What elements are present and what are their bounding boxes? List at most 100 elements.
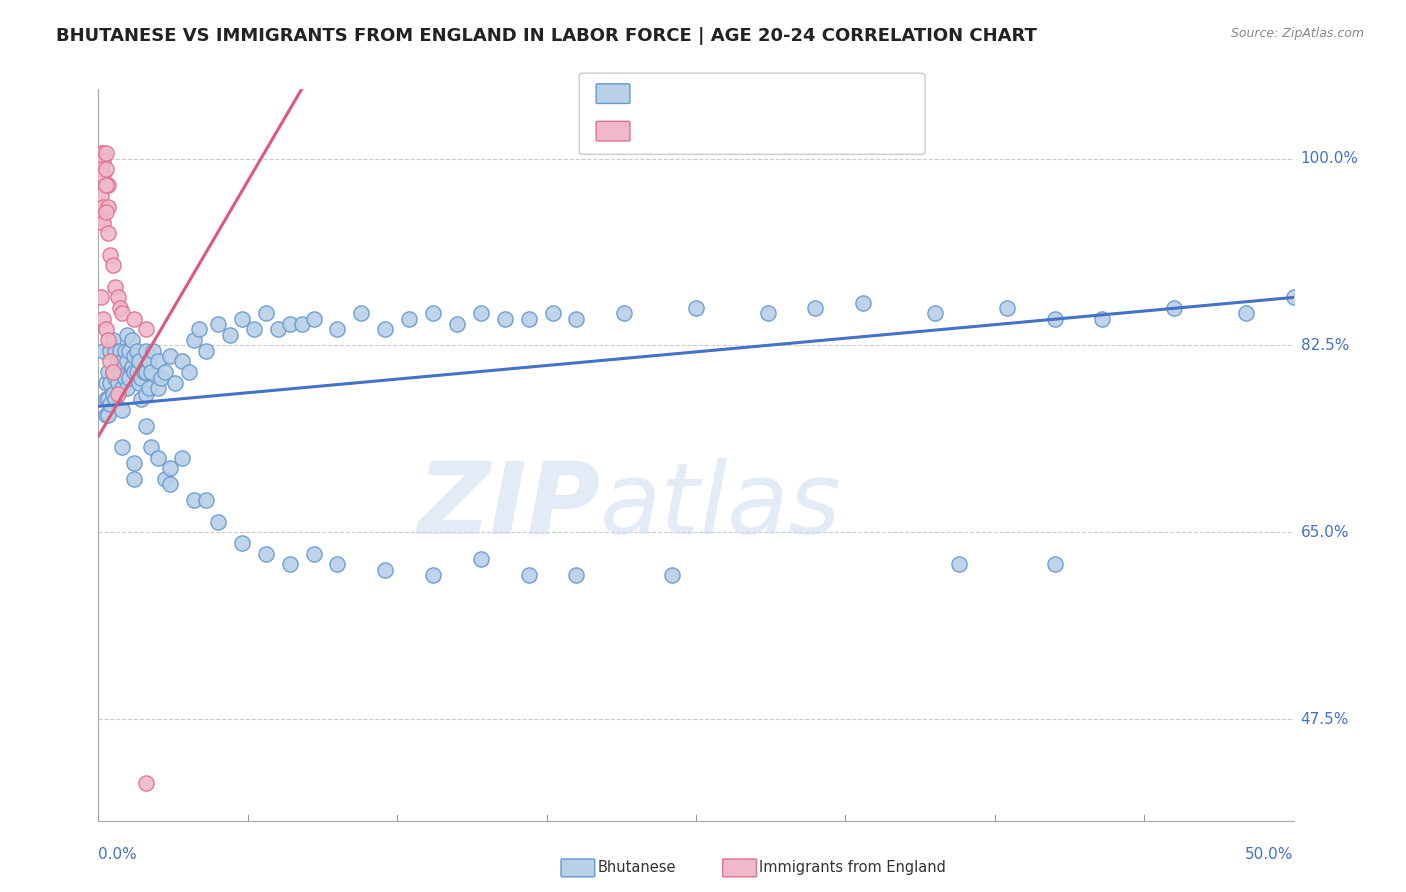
Point — [124, 472, 146, 486]
Point — [135, 776, 157, 790]
Point — [97, 333, 120, 347]
Point — [94, 146, 117, 161]
Point — [446, 317, 468, 331]
Point — [142, 343, 165, 358]
Point — [924, 306, 946, 320]
Point — [125, 343, 148, 358]
Point — [118, 370, 141, 384]
Point — [685, 301, 707, 315]
Point — [90, 162, 112, 177]
Point — [159, 461, 181, 475]
Text: 50.0%: 50.0% — [1246, 847, 1294, 863]
Point — [128, 376, 150, 390]
Point — [124, 349, 146, 363]
Text: R =  0.526    N =   33: R = 0.526 N = 33 — [640, 122, 834, 140]
Text: ZIP: ZIP — [418, 458, 600, 555]
Point — [422, 568, 444, 582]
Point — [326, 558, 349, 572]
Point — [107, 354, 129, 368]
Point — [1163, 301, 1185, 315]
Text: BHUTANESE VS IMMIGRANTS FROM ENGLAND IN LABOR FORCE | AGE 20-24 CORRELATION CHAR: BHUTANESE VS IMMIGRANTS FROM ENGLAND IN … — [56, 27, 1038, 45]
Point — [159, 477, 181, 491]
Point — [132, 365, 155, 379]
Point — [108, 343, 131, 358]
Point — [494, 311, 516, 326]
Point — [101, 365, 124, 379]
Point — [135, 418, 157, 433]
Point — [91, 216, 114, 230]
Point — [104, 370, 127, 384]
Point — [121, 359, 143, 374]
Point — [350, 306, 373, 320]
Point — [131, 370, 153, 384]
Text: Source: ZipAtlas.com: Source: ZipAtlas.com — [1230, 27, 1364, 40]
Text: 65.0%: 65.0% — [1301, 524, 1350, 540]
Point — [422, 306, 444, 320]
Point — [517, 311, 540, 326]
Point — [135, 322, 157, 336]
Point — [98, 397, 122, 411]
Point — [149, 370, 172, 384]
Point — [517, 568, 540, 582]
Point — [111, 440, 134, 454]
Point — [541, 306, 564, 320]
Point — [183, 493, 205, 508]
Point — [121, 333, 143, 347]
Point — [398, 311, 420, 326]
Point — [107, 376, 129, 390]
Point — [91, 146, 114, 161]
Point — [254, 306, 277, 320]
Point — [470, 306, 492, 320]
Text: 0.0%: 0.0% — [98, 847, 138, 863]
Point — [148, 381, 170, 395]
Text: 100.0%: 100.0% — [1301, 151, 1358, 166]
Point — [231, 536, 253, 550]
Point — [98, 343, 122, 358]
Point — [207, 317, 229, 331]
Point — [155, 365, 177, 379]
Point — [94, 376, 117, 390]
Point — [90, 290, 112, 304]
Point — [124, 365, 146, 379]
Text: R =  0.319    N =  106: R = 0.319 N = 106 — [640, 85, 839, 103]
Point — [90, 189, 112, 203]
Point — [94, 408, 117, 422]
Point — [104, 392, 127, 406]
Point — [138, 381, 160, 395]
Point — [139, 365, 162, 379]
Point — [94, 162, 117, 177]
Point — [194, 493, 217, 508]
Point — [115, 327, 138, 342]
Point — [179, 365, 201, 379]
Point — [111, 306, 134, 320]
Point — [91, 343, 114, 358]
Point — [111, 402, 134, 417]
Point — [111, 381, 134, 395]
Point — [138, 354, 160, 368]
Point — [374, 563, 396, 577]
Point — [115, 381, 138, 395]
Point — [852, 295, 875, 310]
Point — [995, 301, 1018, 315]
Point — [107, 386, 129, 401]
Point — [207, 515, 229, 529]
Point — [94, 178, 117, 193]
Point — [302, 547, 325, 561]
Point — [97, 365, 120, 379]
Point — [97, 200, 120, 214]
Point — [290, 317, 312, 331]
Point — [97, 178, 120, 193]
Point — [219, 327, 242, 342]
Point — [108, 365, 131, 379]
Point — [139, 440, 162, 454]
Point — [91, 153, 114, 168]
Point — [104, 343, 127, 358]
Point — [172, 354, 194, 368]
Point — [90, 146, 112, 161]
Point — [183, 333, 205, 347]
Point — [125, 365, 148, 379]
Point — [374, 322, 396, 336]
Point — [114, 370, 136, 384]
Point — [243, 322, 266, 336]
Text: Bhutanese: Bhutanese — [598, 861, 676, 875]
